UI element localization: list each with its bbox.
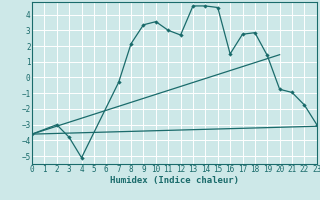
X-axis label: Humidex (Indice chaleur): Humidex (Indice chaleur) <box>110 176 239 185</box>
